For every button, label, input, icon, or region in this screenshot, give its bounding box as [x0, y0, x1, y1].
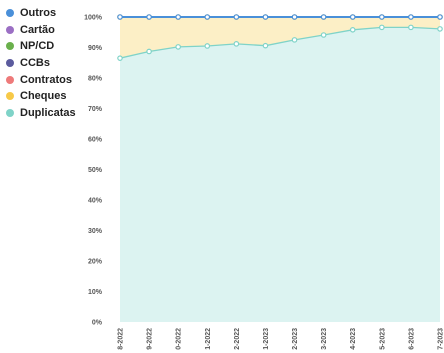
legend-label: Contratos: [20, 73, 72, 86]
point-outros: [262, 14, 269, 20]
point-outros: [379, 14, 385, 20]
point-duplicatas: [117, 55, 123, 61]
legend-swatch: [6, 42, 14, 51]
legend-swatch: [6, 108, 14, 117]
y-tick-label: 100%: [84, 15, 103, 22]
point-duplicatas: [291, 37, 298, 43]
line-duplicatas: [119, 26, 441, 59]
y-tick-label: 50%: [88, 167, 103, 174]
x-tick-label: 2-2022: [234, 328, 241, 350]
x-tick-label: 4-2023: [350, 328, 357, 350]
x-tick-label: 3-2023: [321, 328, 328, 350]
legend-swatch: [6, 59, 14, 68]
point-duplicatas: [262, 42, 269, 49]
legend-label: Cartão: [20, 23, 55, 36]
point-outros: [117, 14, 123, 20]
legend-label: Cheques: [20, 90, 67, 103]
legend-item-np-cd[interactable]: NP/CD: [6, 39, 76, 54]
y-tick-label: 10%: [88, 289, 103, 296]
legend-item-outros[interactable]: Outros: [6, 6, 76, 21]
y-tick-label: 20%: [88, 259, 103, 266]
y-tick-label: 90%: [88, 45, 103, 52]
legend-item-cheques[interactable]: Cheques: [6, 89, 76, 104]
point-duplicatas: [175, 44, 181, 50]
legend-item-duplicatas[interactable]: Duplicatas: [6, 106, 76, 121]
point-duplicatas: [233, 41, 240, 47]
legend-item-contratos[interactable]: Contratos: [6, 72, 76, 87]
y-tick-label: 40%: [88, 198, 103, 205]
point-outros: [408, 14, 414, 20]
x-tick-label: 1-2023: [263, 328, 270, 350]
legend-item-ccbs[interactable]: CCBs: [6, 56, 76, 71]
point-duplicatas: [408, 24, 414, 31]
legend-label: Duplicatas: [20, 106, 76, 119]
x-tick-label: 6-2023: [408, 328, 415, 350]
legend-label: CCBs: [20, 57, 50, 70]
point-outros: [175, 14, 181, 20]
chart-legend: Outros Cartão NP/CD CCBs Contratos Cheques Dup…: [6, 6, 76, 120]
y-tick-label: 30%: [88, 228, 103, 235]
point-outros: [204, 14, 211, 20]
x-tick-label: 8-2022: [118, 328, 125, 350]
x-tick-label: 2-2023: [292, 328, 299, 350]
y-tick-label: 70%: [88, 106, 103, 113]
legend-label: NP/CD: [20, 40, 55, 53]
point-outros: [291, 14, 298, 20]
x-tick-label: 9-2022: [147, 328, 154, 350]
point-duplicatas: [204, 43, 211, 49]
x-tick-label: 1-2022: [205, 328, 212, 350]
legend-swatch: [6, 9, 14, 18]
point-duplicatas: [146, 48, 152, 55]
point-duplicatas: [437, 26, 443, 32]
area-duplicatas: [120, 27, 440, 323]
legend-label: Outros: [20, 7, 57, 20]
y-tick-label: 80%: [88, 76, 103, 83]
legend-swatch: [6, 25, 14, 34]
point-duplicatas: [379, 24, 385, 31]
y-tick-label: 60%: [88, 137, 103, 144]
point-outros: [349, 14, 356, 20]
point-duplicatas: [349, 27, 356, 33]
legend-item-cart-o[interactable]: Cartão: [6, 23, 76, 38]
legend-swatch: [6, 75, 14, 84]
point-duplicatas: [320, 32, 327, 38]
point-outros: [437, 14, 443, 20]
x-tick-label: 7-2023: [438, 328, 444, 350]
x-tick-label: 0-2022: [176, 328, 183, 350]
point-outros: [320, 14, 327, 20]
point-outros: [233, 14, 240, 20]
point-outros: [146, 14, 152, 20]
area-cheques: [120, 17, 440, 59]
legend-swatch: [6, 92, 14, 101]
y-tick-label: 0%: [92, 320, 103, 327]
x-tick-label: 5-2023: [379, 328, 386, 350]
